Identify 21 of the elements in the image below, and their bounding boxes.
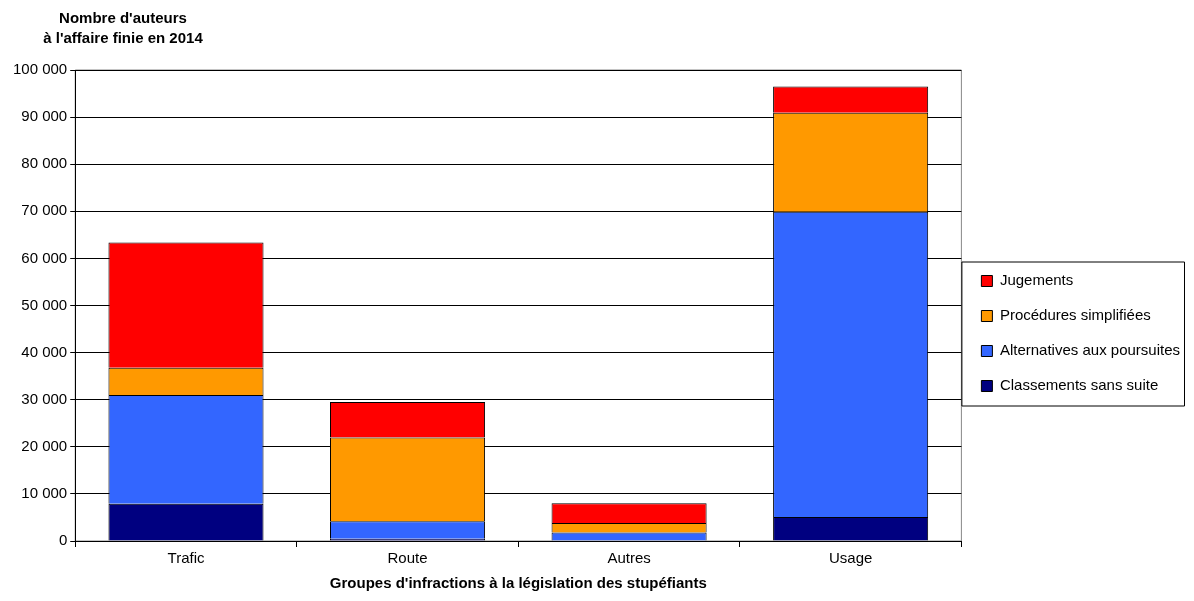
x-tick-label: Trafic	[167, 549, 205, 567]
x-tick-label: Route	[387, 549, 428, 567]
y-tick-label: 90 000	[21, 107, 68, 125]
y-tick-label: 70 000	[21, 201, 68, 219]
y-tick-label: 60 000	[21, 248, 68, 266]
y-tick-label: 40 000	[21, 342, 68, 360]
y-tick-label: 50 000	[21, 295, 68, 313]
x-axis-title: Groupes d'infractions à la législation des stupéfiants	[329, 574, 707, 592]
x-tick-label: Usage	[828, 549, 873, 567]
y-tick-label: 20 000	[21, 436, 68, 454]
legend-label: Alternatives aux poursuites	[999, 341, 1181, 359]
x-tick-label: Autres	[607, 549, 651, 567]
y-axis-title: Nombre d'auteurs à l'affaire finie en 2014	[42, 8, 204, 48]
y-tick-label: 100 000	[12, 60, 68, 78]
legend-label: Jugements	[999, 271, 1074, 289]
legend-label: Procédures simplifiées	[999, 306, 1151, 324]
y-tick-label: 30 000	[21, 389, 68, 407]
y-tick-label: 0	[58, 531, 68, 549]
y-tick-label: 10 000	[21, 484, 68, 502]
legend-label: Classements sans suite	[999, 376, 1159, 394]
y-tick-label: 80 000	[21, 154, 68, 172]
